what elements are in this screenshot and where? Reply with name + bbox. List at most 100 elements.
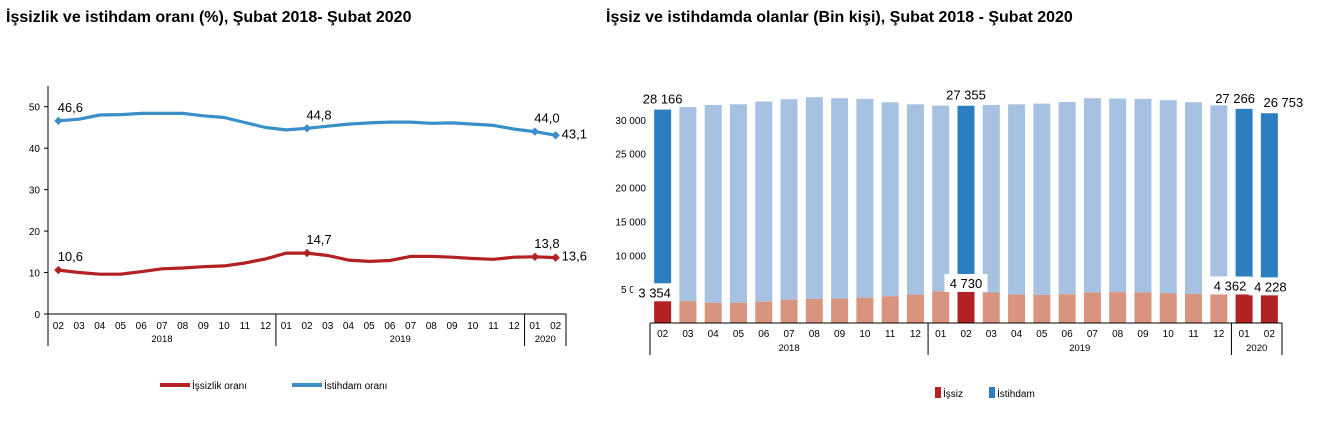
x-tick-label: 10 <box>219 321 231 332</box>
x-tick-label: 10 <box>859 329 871 340</box>
x-tick-label: 09 <box>198 321 210 332</box>
bar-issiz <box>906 294 924 323</box>
legend-label: İşsiz <box>943 387 963 400</box>
legend-label: İstihdam oranı <box>324 379 387 392</box>
x-tick-label: 04 <box>1011 329 1023 340</box>
bar-year-label: 2020 <box>1246 343 1267 354</box>
x-tick-label: 11 <box>885 329 896 340</box>
x-tick-label: 09 <box>834 329 846 340</box>
bar-istihdam <box>906 104 924 295</box>
bar-data-label-issiz: 3 354 <box>638 285 671 300</box>
x-tick-label: 05 <box>733 329 745 340</box>
bar-istihdam <box>856 98 874 298</box>
bar-istihdam <box>1260 113 1278 295</box>
x-tick-label: 05 <box>364 321 376 332</box>
x-tick-label: 10 <box>1163 329 1175 340</box>
legend-label: İstihdam <box>997 387 1035 400</box>
x-tick-label: 04 <box>708 329 720 340</box>
bar-issiz <box>679 301 697 323</box>
x-tick-label: 01 <box>1239 329 1251 340</box>
x-tick-label: 11 <box>488 321 499 332</box>
line-data-label: 10,6 <box>58 249 83 264</box>
bar-data-label-istihdam: 27 266 <box>1215 91 1255 106</box>
bar-issiz <box>1260 294 1278 323</box>
y-tick-label: 40 <box>29 144 41 155</box>
x-tick-label: 04 <box>343 321 355 332</box>
bar-data-label-istihdam: 26 753 <box>1263 95 1303 110</box>
bar-istihdam <box>1159 100 1177 294</box>
x-tick-label: 12 <box>910 329 922 340</box>
bar-istihdam <box>679 106 697 302</box>
bar-istihdam <box>704 104 722 303</box>
bar-issiz <box>932 291 950 323</box>
bar-data-label-issiz-bg <box>1248 277 1292 296</box>
x-tick-label: 06 <box>384 321 396 332</box>
bar-issiz <box>1185 293 1203 323</box>
x-tick-label: 11 <box>1188 329 1199 340</box>
x-tick-label: 02 <box>960 329 972 340</box>
x-tick-label: 10 <box>467 321 479 332</box>
line-point-marker <box>302 124 312 133</box>
bar-issiz <box>957 290 975 323</box>
bar-issiz <box>1083 292 1101 323</box>
x-tick-label: 06 <box>136 321 148 332</box>
y-tick-label: 20 <box>29 227 41 238</box>
bar-issiz <box>654 300 672 323</box>
line-year-label: 2018 <box>151 334 172 345</box>
line-point-marker <box>302 248 312 258</box>
x-tick-label: 12 <box>1213 329 1225 340</box>
x-tick-label: 01 <box>935 329 947 340</box>
bar-issiz <box>755 301 773 323</box>
y-tick-label: 10 <box>29 269 41 280</box>
y-tick-label: 30 000 <box>615 116 646 127</box>
y-tick-label: 20 000 <box>615 184 646 195</box>
line-year-label: 2019 <box>390 334 411 345</box>
line-point-marker <box>54 265 63 275</box>
x-tick-label: 06 <box>1062 329 1074 340</box>
line-data-label: 13,8 <box>534 236 559 251</box>
x-tick-label: 09 <box>446 321 458 332</box>
bar-istihdam <box>1210 105 1228 294</box>
bar-issiz <box>831 298 849 323</box>
line-chart-title: İşsizlik ve istihdam oranı (%), Şubat 20… <box>6 9 412 26</box>
bar-issiz <box>1109 292 1127 323</box>
x-tick-label: 02 <box>301 321 313 332</box>
x-tick-label: 02 <box>53 321 65 332</box>
bar-istihdam <box>780 99 798 300</box>
bar-istihdam <box>957 105 975 291</box>
x-tick-label: 08 <box>426 321 438 332</box>
bar-istihdam <box>1134 98 1152 293</box>
bar-issiz <box>805 298 823 323</box>
bar-istihdam <box>805 97 823 299</box>
bar-istihdam <box>755 101 773 302</box>
x-tick-label: 03 <box>74 321 86 332</box>
bar-issiz <box>881 296 899 323</box>
x-tick-label: 02 <box>1264 329 1276 340</box>
bar-data-label-issiz-bg <box>944 273 988 292</box>
bar-year-label: 2019 <box>1069 343 1090 354</box>
bar-istihdam <box>729 104 747 303</box>
bar-data-label-issiz: 4 362 <box>1214 278 1247 293</box>
x-tick-label: 04 <box>94 321 106 332</box>
bar-chart-title: İşsiz ve istihdamda olanlar (Bin kişi), … <box>606 9 1073 26</box>
bar-istihdam <box>932 105 950 292</box>
bar-istihdam <box>1033 103 1051 295</box>
legend-swatch-istihdam <box>989 387 995 398</box>
bar-issiz <box>780 299 798 323</box>
line-data-label: 13,6 <box>562 249 587 264</box>
x-tick-label: 03 <box>322 321 334 332</box>
y-tick-label: 50 <box>29 103 41 114</box>
x-tick-label: 01 <box>281 321 293 332</box>
y-tick-label: 10 000 <box>615 251 646 262</box>
bar-data-label-issiz-bg <box>633 283 677 302</box>
line-point-marker <box>551 253 560 262</box>
bar-data-label-issiz: 4 730 <box>950 276 983 291</box>
x-tick-label: 08 <box>809 329 821 340</box>
y-tick-label: 0 <box>34 310 40 321</box>
bar-istihdam <box>1058 101 1076 295</box>
bar-issiz <box>856 297 874 323</box>
x-tick-label: 12 <box>509 321 521 332</box>
bar-istihdam <box>1109 98 1127 293</box>
x-tick-label: 08 <box>1112 329 1124 340</box>
